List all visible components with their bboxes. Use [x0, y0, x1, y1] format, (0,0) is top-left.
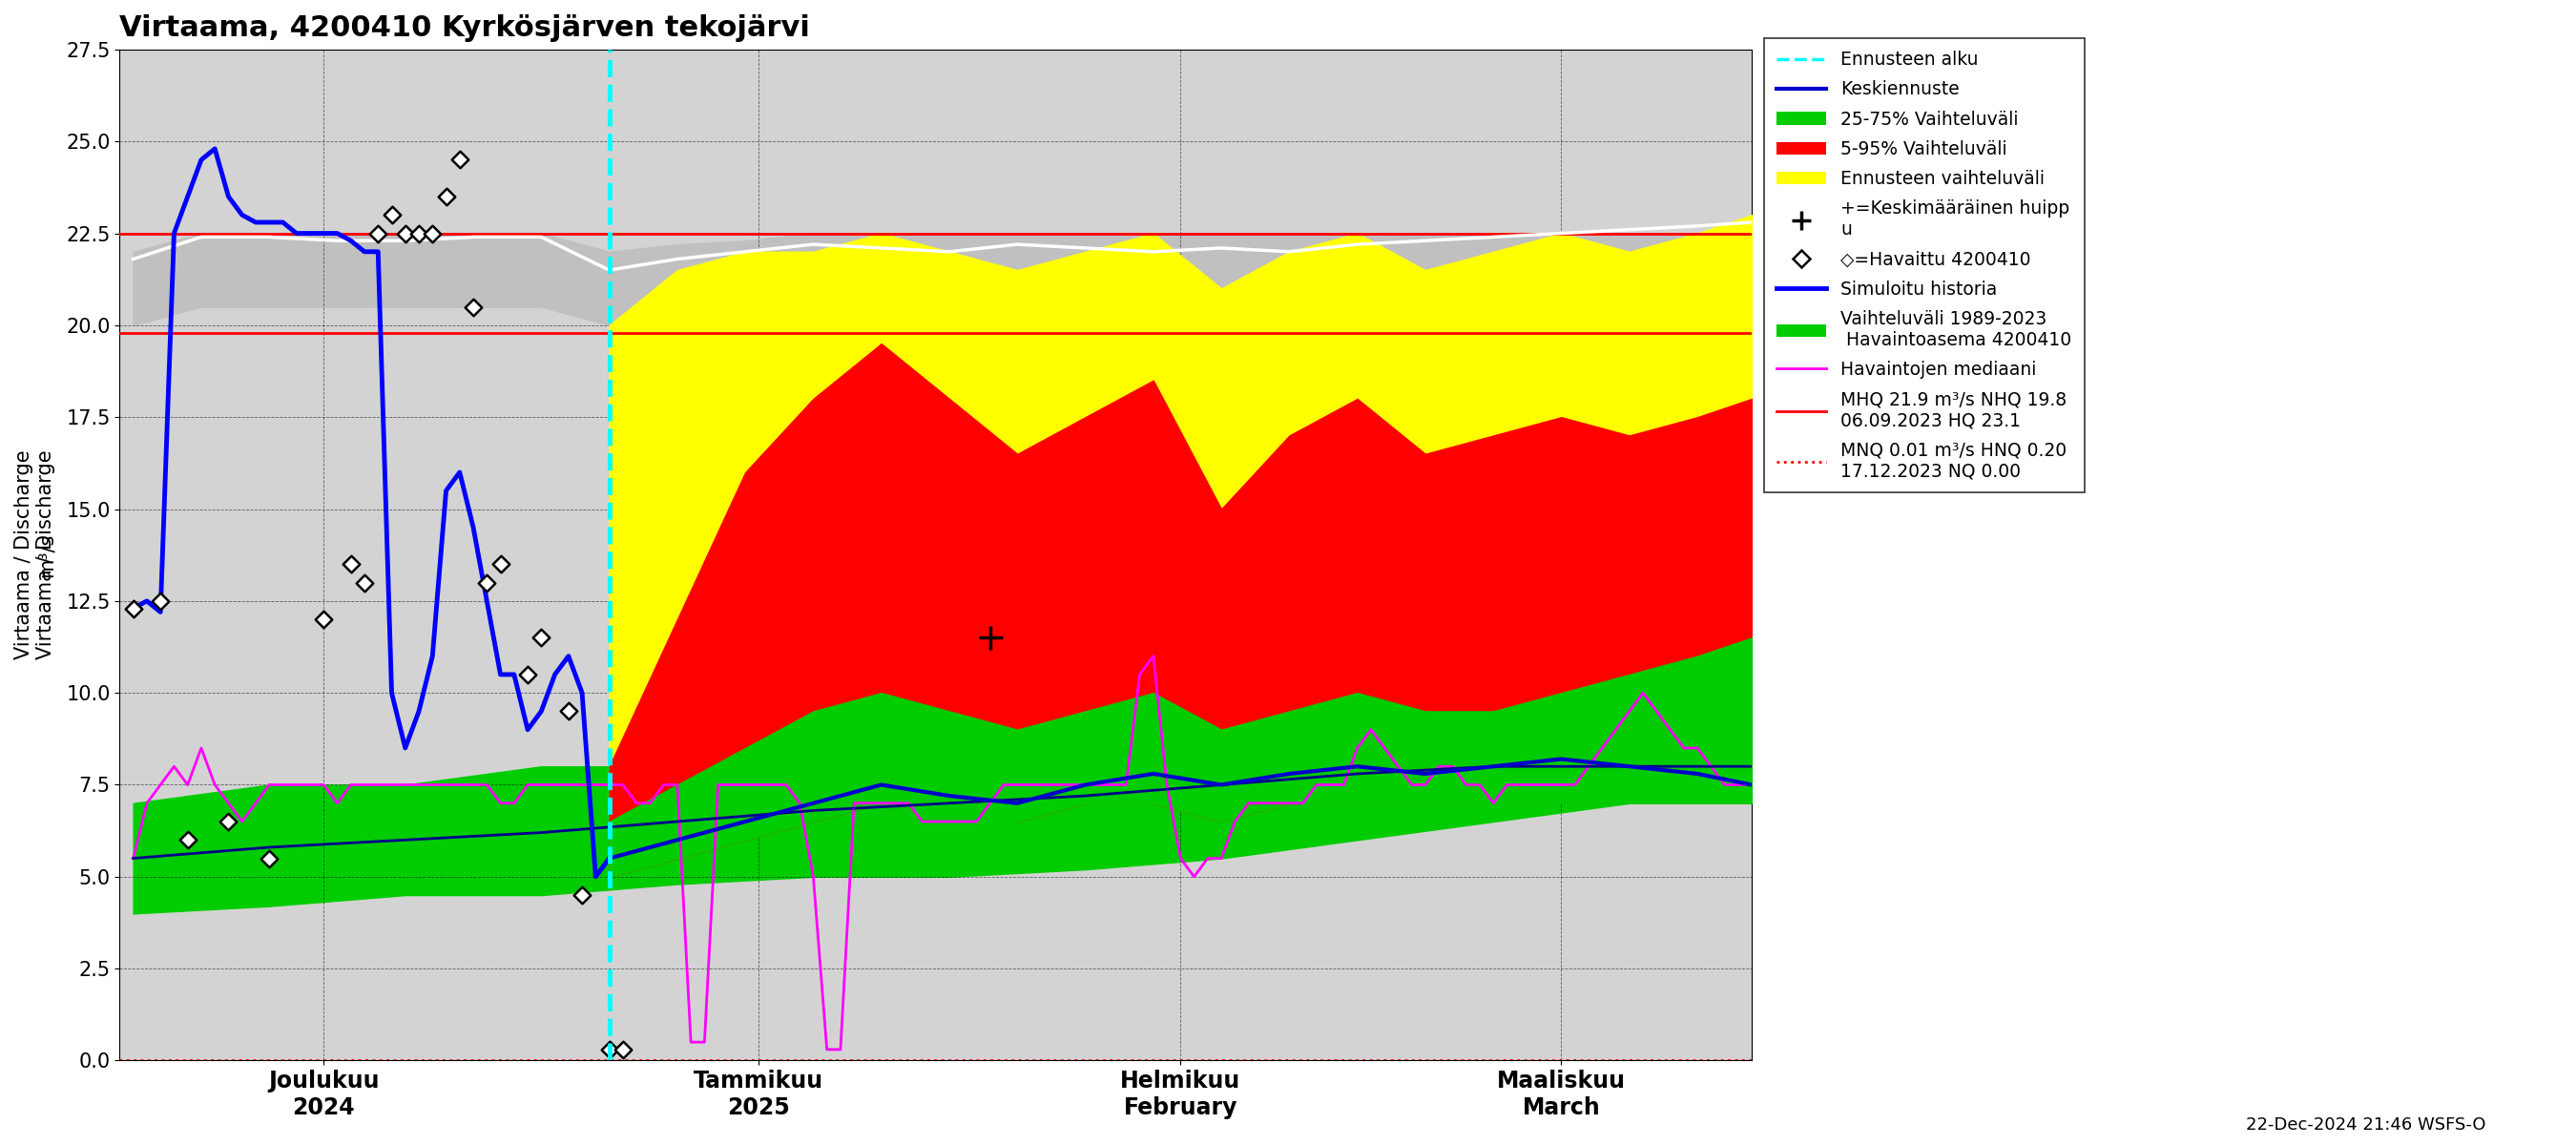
Point — [425, 188, 466, 206]
Point — [590, 1041, 631, 1059]
Y-axis label: Virtaama / Discharge
m³/s: Virtaama / Discharge m³/s — [15, 450, 57, 660]
Point — [453, 298, 495, 316]
Point — [466, 574, 507, 592]
Point — [412, 224, 453, 243]
Point — [603, 1041, 644, 1059]
Point — [113, 599, 155, 617]
Point — [209, 813, 250, 831]
Point — [304, 610, 345, 629]
Point — [549, 702, 590, 720]
Point — [343, 574, 384, 592]
Text: 22-Dec-2024 21:46 WSFS-O: 22-Dec-2024 21:46 WSFS-O — [2246, 1116, 2486, 1134]
Point — [399, 224, 440, 243]
Text: Virtaama, 4200410 Kyrkösjärven tekojärvi: Virtaama, 4200410 Kyrkösjärven tekojärvi — [118, 14, 811, 42]
Point — [371, 206, 412, 224]
Point — [358, 224, 399, 243]
Point — [562, 886, 603, 905]
Text: Virtaama / Discharge: Virtaama / Discharge — [36, 450, 57, 660]
Point — [167, 831, 209, 850]
Point — [507, 665, 549, 684]
Legend: Ennusteen alku, Keskiennuste, 25-75% Vaihteluväli, 5-95% Vaihteluväli, Ennusteen: Ennusteen alku, Keskiennuste, 25-75% Vai… — [1765, 38, 2084, 492]
Point — [250, 850, 291, 868]
Point — [438, 151, 479, 169]
Point — [520, 629, 562, 647]
Point — [384, 224, 425, 243]
Point — [479, 555, 520, 574]
Point — [139, 592, 180, 610]
Point — [330, 555, 371, 574]
